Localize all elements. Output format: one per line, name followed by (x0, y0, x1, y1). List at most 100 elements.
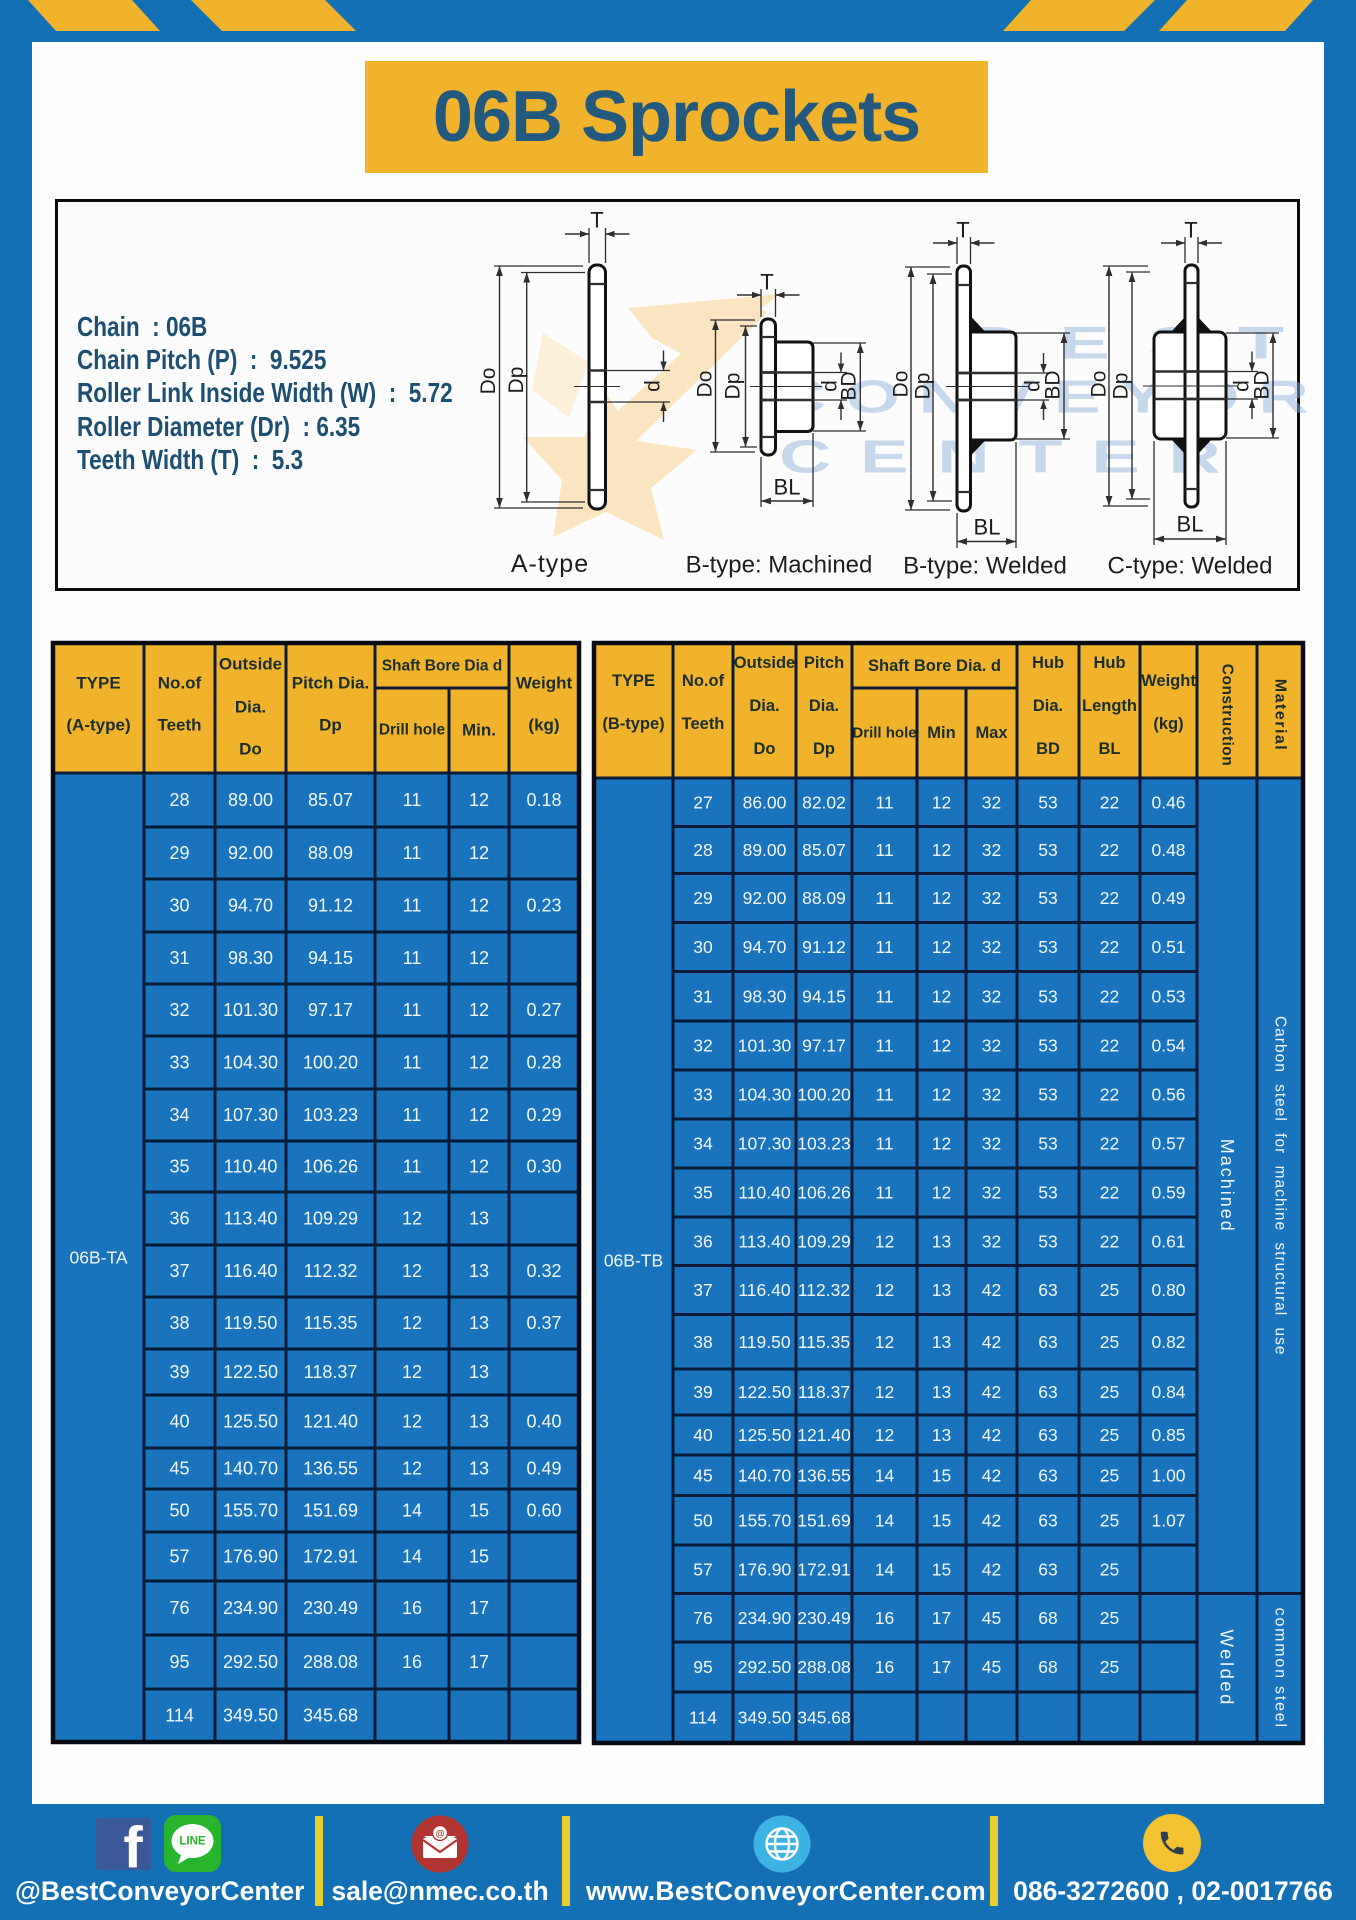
svg-text:Pitch: Pitch (804, 654, 844, 672)
svg-text:22: 22 (1100, 1085, 1119, 1105)
svg-text:89.00: 89.00 (743, 840, 787, 860)
svg-text:136.55: 136.55 (797, 1465, 851, 1485)
svg-text:28: 28 (169, 790, 189, 810)
svg-text:34: 34 (693, 1134, 713, 1154)
svg-text:25: 25 (1100, 1510, 1119, 1530)
svg-text:53: 53 (1038, 1085, 1057, 1105)
svg-text:32: 32 (982, 1183, 1001, 1203)
svg-text:94.15: 94.15 (802, 986, 846, 1006)
svg-text:234.90: 234.90 (223, 1598, 278, 1618)
svg-text:151.69: 151.69 (797, 1510, 851, 1530)
svg-text:30: 30 (169, 896, 189, 916)
svg-text:32: 32 (982, 888, 1001, 908)
svg-text:12: 12 (875, 1231, 894, 1251)
svg-text:45: 45 (169, 1459, 189, 1479)
svg-text:Dp: Dp (813, 740, 835, 758)
svg-text:57: 57 (169, 1547, 189, 1567)
svg-text:Welded: Welded (1217, 1630, 1238, 1707)
svg-text:A-type: A-type (511, 550, 589, 578)
svg-text:110.40: 110.40 (738, 1183, 790, 1203)
svg-text:Dia.: Dia. (809, 697, 839, 715)
svg-text:22: 22 (1100, 1134, 1119, 1154)
svg-text:25: 25 (1100, 1280, 1119, 1300)
svg-text:36: 36 (693, 1231, 712, 1251)
svg-text:12: 12 (469, 790, 489, 810)
svg-text:0.49: 0.49 (1151, 888, 1185, 908)
svg-text:Dp: Dp (505, 367, 528, 394)
svg-text:68: 68 (1038, 1657, 1057, 1677)
svg-text:12: 12 (469, 1157, 489, 1177)
svg-text:115.35: 115.35 (798, 1332, 850, 1352)
svg-text:BL: BL (974, 515, 1001, 540)
svg-text:116.40: 116.40 (224, 1261, 278, 1281)
svg-text:BL: BL (1099, 740, 1121, 758)
svg-text:13: 13 (932, 1231, 951, 1251)
svg-text:0.23: 0.23 (526, 896, 561, 916)
svg-text:0.60: 0.60 (526, 1501, 561, 1521)
svg-text:Dp: Dp (912, 373, 935, 400)
svg-text:230.49: 230.49 (797, 1608, 851, 1628)
svg-text:88.09: 88.09 (802, 888, 846, 908)
svg-text:155.70: 155.70 (223, 1501, 278, 1521)
svg-text:63: 63 (1038, 1332, 1057, 1352)
svg-text:12: 12 (469, 843, 489, 863)
svg-text:39: 39 (169, 1362, 189, 1382)
svg-text:Dp: Dp (319, 716, 342, 735)
svg-text:103.23: 103.23 (797, 1134, 851, 1154)
svg-text:common steel: common steel (1272, 1608, 1289, 1729)
svg-text:T: T (1184, 218, 1197, 243)
svg-text:98.30: 98.30 (228, 948, 273, 968)
svg-text:25: 25 (1100, 1382, 1119, 1402)
svg-text:15: 15 (932, 1559, 951, 1579)
svg-text:0.46: 0.46 (1151, 792, 1185, 812)
svg-text:12: 12 (469, 948, 489, 968)
svg-text:Min: Min (927, 724, 955, 742)
svg-text:d: d (1231, 380, 1254, 392)
svg-text:76: 76 (693, 1608, 712, 1628)
svg-text:12: 12 (402, 1362, 422, 1382)
svg-text:BD: BD (838, 371, 861, 400)
svg-text:92.00: 92.00 (743, 888, 787, 908)
svg-text:Outside: Outside (219, 655, 282, 674)
svg-text:12: 12 (875, 1425, 894, 1445)
svg-text:112.32: 112.32 (304, 1261, 358, 1281)
svg-text:106.26: 106.26 (303, 1157, 358, 1177)
svg-text:25: 25 (1100, 1608, 1119, 1628)
svg-text:53: 53 (1038, 1036, 1057, 1056)
svg-text:11: 11 (875, 1036, 893, 1056)
svg-text:11: 11 (403, 896, 422, 916)
svg-text:33: 33 (169, 1053, 189, 1073)
svg-text:31: 31 (693, 986, 712, 1006)
svg-text:22: 22 (1100, 937, 1119, 957)
svg-text:172.91: 172.91 (797, 1559, 851, 1579)
svg-text:29: 29 (169, 843, 189, 863)
svg-text:42: 42 (982, 1559, 1001, 1579)
svg-text:63: 63 (1038, 1510, 1057, 1530)
svg-text:BL: BL (1177, 512, 1204, 537)
svg-text:14: 14 (875, 1465, 895, 1485)
svg-text:No.of: No.of (682, 672, 725, 690)
svg-text:22: 22 (1100, 986, 1119, 1006)
svg-text:(kg): (kg) (1153, 715, 1183, 733)
svg-text:15: 15 (469, 1501, 489, 1521)
svg-text:Do: Do (694, 371, 717, 398)
svg-text:32: 32 (169, 1000, 189, 1020)
svg-text:38: 38 (169, 1313, 189, 1333)
svg-text:136.55: 136.55 (303, 1459, 358, 1479)
svg-text:16: 16 (875, 1657, 894, 1677)
svg-text:113.40: 113.40 (738, 1231, 790, 1251)
svg-text:125.50: 125.50 (223, 1412, 278, 1432)
svg-text:BL: BL (774, 475, 801, 500)
svg-text:Shaft Bore Dia. d: Shaft Bore Dia. d (868, 657, 1001, 675)
svg-text:16: 16 (402, 1598, 422, 1618)
svg-text:Do: Do (477, 368, 500, 395)
svg-text:82.02: 82.02 (802, 792, 846, 812)
svg-text:97.17: 97.17 (308, 1000, 353, 1020)
svg-text:0.30: 0.30 (526, 1157, 561, 1177)
svg-text:32: 32 (982, 937, 1001, 957)
svg-text:125.50: 125.50 (738, 1425, 792, 1445)
svg-text:0.40: 0.40 (526, 1412, 561, 1432)
svg-text:115.35: 115.35 (304, 1313, 358, 1333)
svg-text:BD: BD (1036, 740, 1060, 758)
svg-text:Weight: Weight (1141, 672, 1196, 690)
